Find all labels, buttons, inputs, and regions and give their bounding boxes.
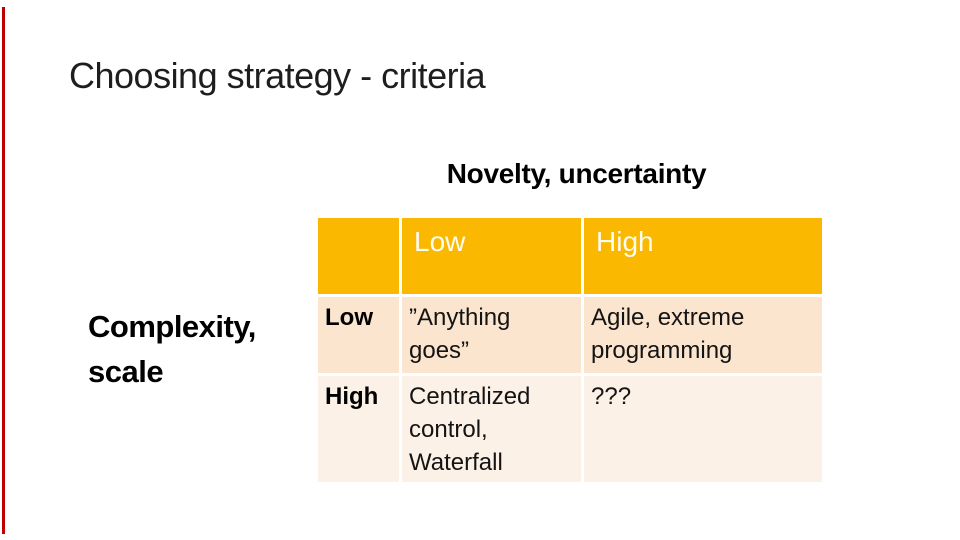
matrix-column-header-high: High	[584, 218, 822, 294]
decision-matrix-table: Low High Low ”Anything goes” Agile, extr…	[318, 218, 822, 482]
matrix-row-label-high: High	[318, 376, 399, 482]
matrix-cell-low-high: Agile, extreme programming	[584, 297, 822, 373]
matrix-column-header-low: Low	[402, 218, 581, 294]
matrix-row-label-low: Low	[318, 297, 399, 373]
row-axis-heading: Complexity, scale	[88, 309, 256, 389]
left-accent-line	[2, 7, 5, 534]
column-axis-heading: Novelty, uncertainty	[446, 158, 707, 189]
slide-title: Choosing strategy - criteria	[69, 55, 486, 96]
matrix-cell-high-high: ???	[584, 376, 822, 482]
matrix-cell-low-low: ”Anything goes”	[402, 297, 581, 373]
matrix-corner-cell	[318, 218, 399, 294]
matrix-cell-high-low: Centralized control, Waterfall	[402, 376, 581, 482]
